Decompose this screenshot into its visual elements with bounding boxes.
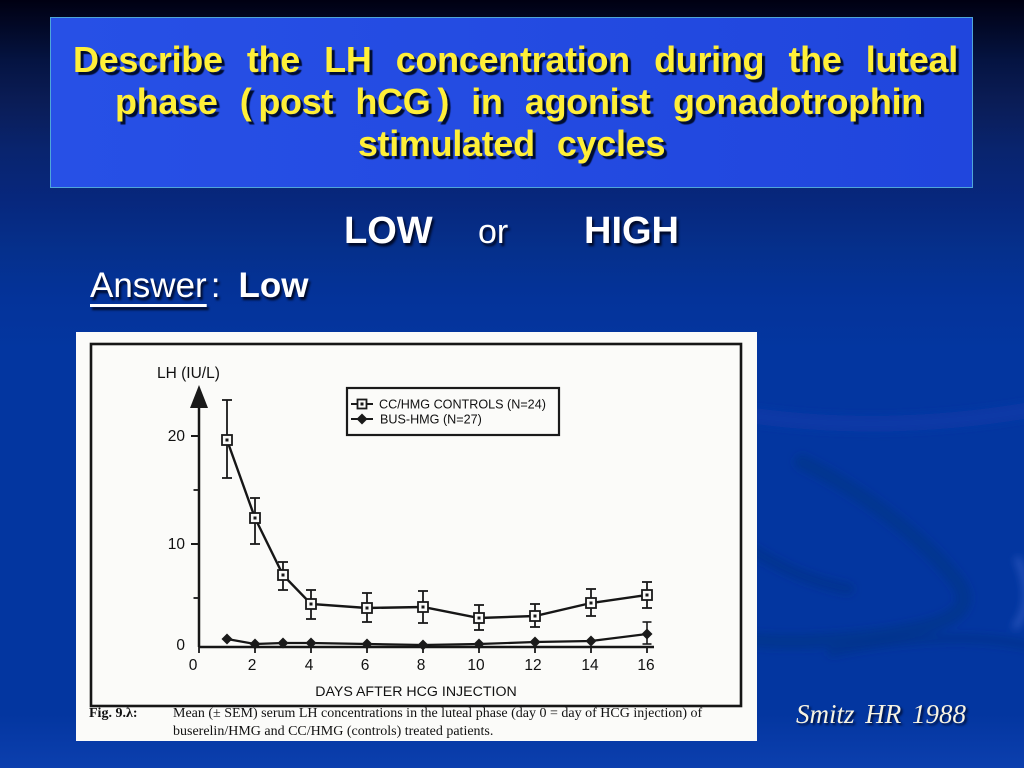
svg-text:BUS-HMG (N=27): BUS-HMG (N=27)	[380, 413, 482, 427]
svg-text:6: 6	[361, 657, 370, 674]
svg-text:2: 2	[248, 657, 257, 674]
svg-text:Fig. 9.λ:: Fig. 9.λ:	[89, 706, 137, 721]
svg-text:10: 10	[168, 536, 186, 553]
svg-text:0: 0	[189, 657, 198, 674]
svg-text:10: 10	[467, 657, 485, 674]
svg-text:12: 12	[524, 657, 541, 674]
svg-text:LH (IU/L): LH (IU/L)	[157, 365, 220, 382]
svg-text:8: 8	[417, 657, 426, 674]
svg-text:4: 4	[305, 657, 314, 674]
svg-text:14: 14	[581, 657, 599, 674]
svg-text:CC/HMG CONTROLS (N=24): CC/HMG CONTROLS (N=24)	[379, 398, 546, 412]
svg-text:Mean (± SEM) serum LH concentr: Mean (± SEM) serum LH concentrations in …	[173, 706, 703, 721]
svg-text:20: 20	[168, 428, 186, 445]
svg-text:0: 0	[176, 637, 185, 654]
svg-text:buserelin/HMG and CC/HMG (cont: buserelin/HMG and CC/HMG (controls) trea…	[173, 724, 493, 739]
svg-text:16: 16	[637, 657, 654, 674]
svg-text:DAYS AFTER HCG INJECTION: DAYS AFTER HCG INJECTION	[315, 684, 517, 700]
